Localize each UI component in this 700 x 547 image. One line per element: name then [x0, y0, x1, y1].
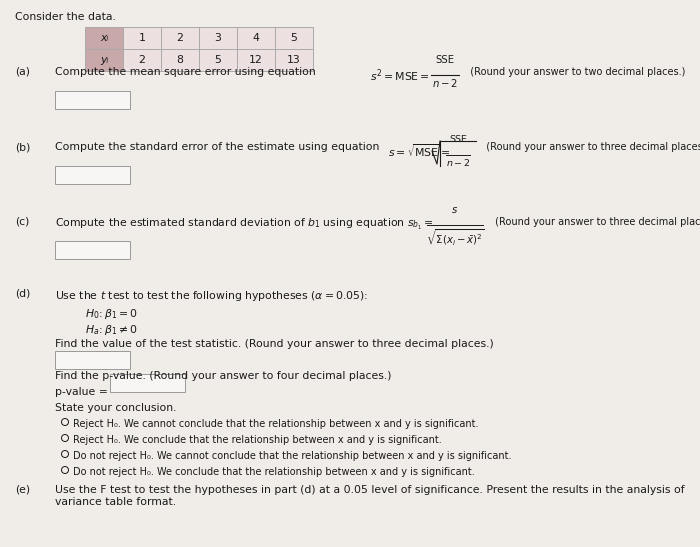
Text: Consider the data.: Consider the data.: [15, 12, 116, 22]
Text: $H_a\!: \beta_1 \neq 0$: $H_a\!: \beta_1 \neq 0$: [85, 323, 138, 337]
Bar: [199, 27, 237, 49]
Text: (Round your answer to two decimal places.): (Round your answer to two decimal places…: [464, 67, 685, 77]
Bar: [123, 49, 161, 71]
Text: (e): (e): [15, 485, 30, 495]
FancyBboxPatch shape: [110, 374, 185, 392]
Text: $H_0\!: \beta_1 = 0$: $H_0\!: \beta_1 = 0$: [85, 307, 138, 321]
Bar: [161, 27, 199, 49]
Text: 1: 1: [139, 33, 146, 43]
Text: $\sqrt{\Sigma(x_i - \bar{x})^2}$: $\sqrt{\Sigma(x_i - \bar{x})^2}$: [426, 227, 484, 247]
Text: 8: 8: [176, 55, 183, 65]
Text: Use the F test to test the hypotheses in part (d) at a 0.05 level of significanc: Use the F test to test the hypotheses in…: [55, 485, 685, 507]
Text: (d): (d): [15, 289, 30, 299]
Bar: [237, 27, 275, 49]
Bar: [161, 49, 199, 71]
Text: State your conclusion.: State your conclusion.: [55, 403, 176, 413]
Text: Compute the mean square error using equation: Compute the mean square error using equa…: [55, 67, 316, 77]
Bar: [237, 49, 275, 71]
Text: 4: 4: [253, 33, 260, 43]
FancyBboxPatch shape: [55, 351, 130, 369]
Bar: [123, 27, 161, 49]
FancyBboxPatch shape: [55, 166, 130, 184]
Text: 3: 3: [215, 33, 221, 43]
Bar: [199, 49, 237, 71]
Text: Reject H₀. We conclude that the relationship between x and y is significant.: Reject H₀. We conclude that the relation…: [73, 435, 442, 445]
FancyBboxPatch shape: [55, 91, 130, 109]
Text: $n-2$: $n-2$: [446, 157, 470, 168]
Text: p-value =: p-value =: [55, 387, 108, 397]
Text: 13: 13: [287, 55, 301, 65]
Text: (c): (c): [15, 217, 29, 227]
FancyBboxPatch shape: [55, 241, 130, 259]
Text: Compute the standard error of the estimate using equation: Compute the standard error of the estima…: [55, 142, 379, 152]
Bar: [275, 27, 313, 49]
Text: (Round your answer to three decimal places.): (Round your answer to three decimal plac…: [480, 142, 700, 152]
Bar: [85, 27, 123, 49]
Text: (b): (b): [15, 142, 30, 152]
Text: (a): (a): [15, 67, 30, 77]
Text: $s$: $s$: [452, 205, 458, 215]
Text: $s = \sqrt{\mathrm{MSE}} =$: $s = \sqrt{\mathrm{MSE}} =$: [388, 142, 451, 159]
Bar: [85, 49, 123, 71]
Text: (Round your answer to three decimal places.): (Round your answer to three decimal plac…: [492, 217, 700, 227]
Text: Do not reject H₀. We conclude that the relationship between x and y is significa: Do not reject H₀. We conclude that the r…: [73, 467, 475, 477]
Text: Compute the estimated standard deviation of $b_1$ using equation $s_{b_1} =$: Compute the estimated standard deviation…: [55, 217, 433, 232]
Text: 5: 5: [215, 55, 221, 65]
Text: Reject H₀. We cannot conclude that the relationship between x and y is significa: Reject H₀. We cannot conclude that the r…: [73, 419, 479, 429]
Text: SSE: SSE: [435, 55, 454, 65]
Text: Use the $t$ test to test the following hypotheses ($\alpha = 0.05$):: Use the $t$ test to test the following h…: [55, 289, 368, 303]
Text: Find the p-value. (Round your answer to four decimal places.): Find the p-value. (Round your answer to …: [55, 371, 391, 381]
Text: yᵢ: yᵢ: [100, 55, 108, 65]
Text: 2: 2: [139, 55, 146, 65]
Text: Do not reject H₀. We cannot conclude that the relationship between x and y is si: Do not reject H₀. We cannot conclude tha…: [73, 451, 512, 461]
Text: SSE: SSE: [449, 135, 467, 144]
Text: $s^2 = \mathrm{MSE} =$: $s^2 = \mathrm{MSE} =$: [370, 67, 430, 84]
Text: Find the value of the test statistic. (Round your answer to three decimal places: Find the value of the test statistic. (R…: [55, 339, 494, 349]
Text: 2: 2: [176, 33, 183, 43]
Text: 5: 5: [290, 33, 298, 43]
Bar: [275, 49, 313, 71]
Text: 12: 12: [249, 55, 263, 65]
Text: xᵢ: xᵢ: [100, 33, 108, 43]
Text: $n-2$: $n-2$: [432, 77, 458, 89]
